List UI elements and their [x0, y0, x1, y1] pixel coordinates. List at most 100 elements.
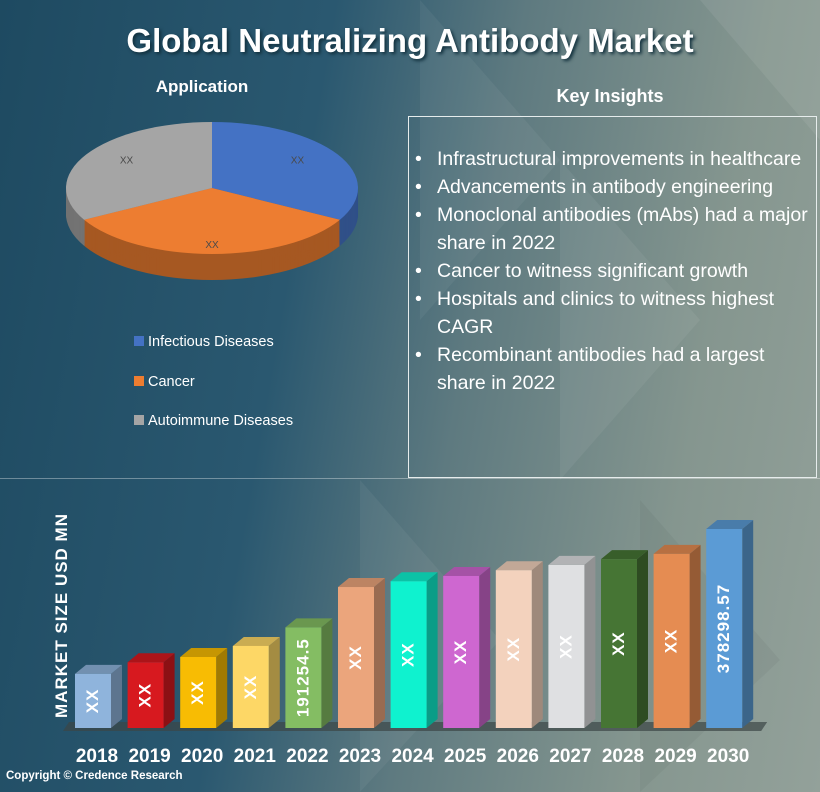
- bar-front: [338, 587, 374, 728]
- bar-side: [637, 550, 648, 728]
- insight-item: Infrastructural improvements in healthca…: [415, 145, 808, 173]
- bar-2022: 191254.5: [285, 618, 333, 728]
- bar-data-label: XX: [399, 642, 418, 667]
- bar-front: [232, 645, 269, 728]
- x-tick-label: 2021: [234, 746, 277, 767]
- bar-top: [706, 520, 754, 529]
- bar-data-label: XX: [136, 683, 155, 708]
- bar-side: [216, 647, 228, 728]
- bar-front: [548, 564, 585, 728]
- bar-side: [584, 555, 596, 728]
- bar-data-label: XX: [451, 640, 470, 665]
- bar-side: [163, 653, 175, 728]
- pie-slice-autoimmune-diseases: [65, 122, 212, 220]
- bar-2021: XX: [232, 636, 280, 728]
- pie-chart-title: Application: [155, 77, 249, 96]
- bar-front: [706, 529, 743, 728]
- insight-item: Advancements in antibody engineering: [415, 173, 808, 201]
- bar-2028: XX: [601, 550, 648, 728]
- legend-item-autoimmune-diseases: Autoimmune Diseases: [134, 413, 293, 429]
- bar-2026: XX: [495, 561, 543, 728]
- bar-data-label: XX: [504, 637, 523, 662]
- bar-data-label: XX: [662, 629, 681, 654]
- bar-data-label: XX: [346, 645, 365, 670]
- x-tick-label: 2029: [654, 746, 696, 767]
- insight-item: Hospitals and clinics to witness highest…: [415, 285, 808, 341]
- key-insights-box: Infrastructural improvements in healthca…: [408, 116, 817, 478]
- bar-top: [232, 636, 280, 646]
- bar-data-label: XX: [609, 631, 628, 656]
- x-tick-label: 2018: [76, 746, 118, 767]
- x-tick-label: 2024: [391, 746, 434, 767]
- bar-data-label: XX: [556, 634, 575, 659]
- bar-top: [285, 618, 333, 628]
- bar-side: [531, 561, 543, 728]
- x-tick-label: 2023: [339, 746, 381, 767]
- bar-top: [443, 566, 491, 576]
- x-tick-label: 2026: [497, 746, 539, 767]
- bar-top: [495, 561, 543, 571]
- legend-item-infectious-diseases: Infectious Diseases: [134, 334, 274, 350]
- legend-swatch: [134, 376, 144, 386]
- bar-data-label: XX: [83, 689, 102, 714]
- key-insights-title: Key Insights: [556, 86, 664, 106]
- insight-item: Recombinant antibodies had a largest sha…: [415, 341, 808, 397]
- bar-side: [479, 566, 491, 728]
- copyright-text: Copyright © Credence Research: [6, 770, 183, 782]
- bar-side: [742, 520, 754, 728]
- bar-side: [689, 544, 701, 728]
- x-tick-label: 2020: [181, 746, 223, 767]
- bar-front: [653, 553, 690, 728]
- legend-swatch: [134, 415, 144, 425]
- bar-2025: XX: [443, 566, 491, 728]
- bar-front: [601, 559, 637, 728]
- bar-2023: XX: [338, 578, 385, 728]
- legend-label: Cancer: [148, 374, 195, 390]
- x-tick-label: 2028: [602, 746, 644, 767]
- x-tick-label: 2019: [128, 746, 170, 767]
- bar-front: [390, 581, 427, 728]
- bar-2030: 378298.57: [706, 520, 754, 728]
- bar-top: [180, 647, 228, 657]
- bar-front: [285, 627, 322, 728]
- bar-front: [443, 575, 480, 728]
- bar-data-label: XX: [241, 675, 260, 700]
- bar-2029: XX: [653, 544, 701, 728]
- bar-top: [75, 664, 122, 674]
- bar-top: [548, 555, 596, 565]
- bar-side: [111, 664, 122, 728]
- pie-data-label: XX: [205, 240, 219, 251]
- insight-item: Monoclonal antibodies (mAbs) had a major…: [415, 201, 808, 257]
- bar-front: [75, 673, 111, 728]
- insight-item: Cancer to witness significant growth: [415, 257, 808, 285]
- bar-side: [268, 636, 280, 728]
- bar-2024: XX: [390, 572, 438, 728]
- bar-top: [390, 572, 438, 582]
- bar-front: [495, 570, 532, 728]
- bar-side: [426, 572, 438, 728]
- bar-2018: XX: [75, 664, 122, 728]
- pie-data-label: XX: [120, 155, 134, 166]
- bar-front: [180, 656, 217, 728]
- legend-label: Infectious Diseases: [148, 334, 274, 350]
- pie-data-label: XX: [291, 155, 305, 166]
- legend-item-cancer: Cancer: [134, 374, 195, 390]
- section-divider: [0, 478, 820, 479]
- pie-slice-cancer: [84, 188, 340, 254]
- bar-data-label: 191254.5: [293, 638, 312, 717]
- bar-top: [127, 653, 175, 663]
- bar-2027: XX: [548, 555, 596, 728]
- pie-slice-infectious-diseases: [212, 122, 358, 220]
- x-tick-label: 2025: [444, 746, 487, 767]
- bar-top: [653, 544, 701, 554]
- bar-2019: XX: [127, 653, 175, 728]
- bar-side: [321, 618, 333, 728]
- x-tick-label: 2030: [707, 746, 749, 767]
- bar-data-label: 378298.57: [714, 584, 733, 673]
- bar-side: [374, 578, 385, 728]
- bar-data-label: XX: [188, 680, 207, 705]
- x-tick-label: 2022: [286, 746, 328, 767]
- page-title: Global Neutralizing Antibody Market: [126, 22, 694, 59]
- bar-2020: XX: [180, 647, 228, 728]
